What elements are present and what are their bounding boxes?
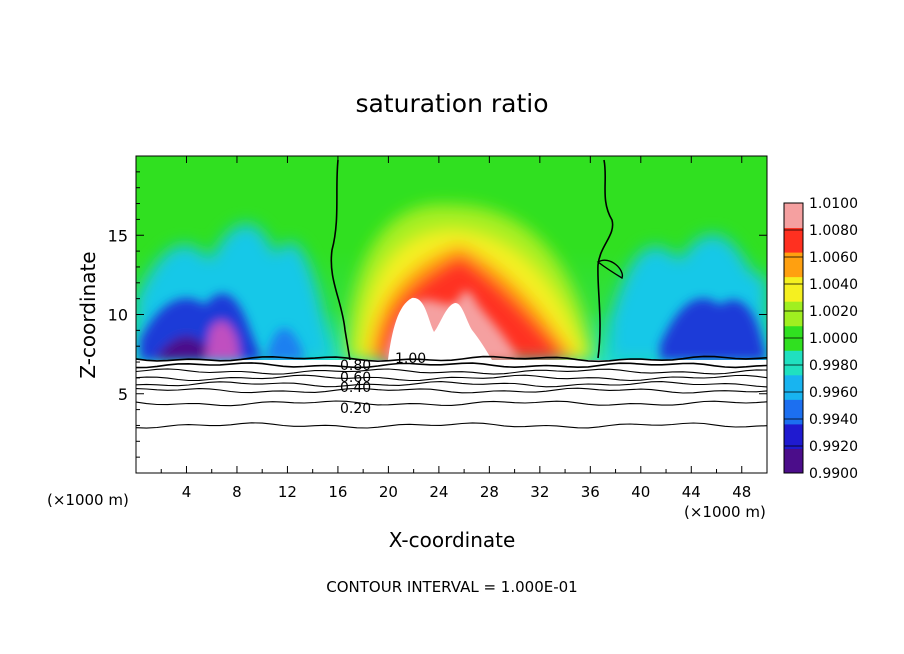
contour-interval-note: CONTOUR INTERVAL = 1.000E-01 [326, 578, 577, 596]
colorbar: 1.0100 1.0080 1.0060 1.0040 1.0020 1.0000 0.99… [783, 196, 858, 482]
y-tick-label: 10 [108, 306, 128, 325]
contour-line [136, 355, 767, 363]
x-tick-label: 24 [429, 483, 448, 501]
colorbar-label: 1.0000 [809, 331, 858, 347]
x-tick-label: 16 [328, 483, 347, 501]
x-tick-label: 44 [682, 483, 701, 501]
x-unit-left: (×1000 m) [47, 491, 129, 509]
colorbar-label: 1.0040 [809, 277, 858, 293]
contour-labels: 1.00 0.80 0.60 0.40 0.20 [340, 351, 426, 417]
contour-line [136, 368, 767, 375]
colorbar-label: 0.9940 [809, 412, 858, 428]
y-axis-label: Z-coordinate [76, 251, 100, 378]
y-axis: 5 10 15 [108, 171, 767, 458]
colorbar-label: 0.9960 [809, 385, 858, 401]
colorbar-swatch [784, 423, 803, 449]
contour-line [136, 422, 767, 429]
x-tick-label: 36 [581, 483, 600, 501]
contour-line [136, 400, 767, 407]
chart-title: saturation ratio [355, 89, 548, 118]
x-unit-right: (×1000 m) [684, 503, 766, 521]
y-tick-label: 15 [108, 226, 128, 245]
colorbar-swatch [784, 203, 803, 229]
contour-line [136, 374, 767, 382]
x-tick-label: 8 [232, 483, 242, 501]
colorbar-label: 1.0020 [809, 304, 858, 320]
colorbar-swatch [784, 350, 803, 376]
contour-label-0-40: 0.40 [340, 380, 371, 396]
colorbar-swatch [784, 252, 803, 278]
colorbar-swatch [784, 276, 803, 302]
contour-label-1-00: 1.00 [395, 351, 426, 367]
contour-line [136, 387, 767, 394]
x-tick-label: 40 [631, 483, 650, 501]
colorbar-swatch [784, 227, 803, 253]
x-tick-label: 32 [530, 483, 549, 501]
colorbar-swatch [784, 448, 803, 474]
x-tick-label: 12 [278, 483, 297, 501]
x-axis: 4 8 12 16 20 24 28 32 36 40 44 48 [160, 156, 751, 501]
colorbar-label: 1.0100 [809, 196, 858, 212]
y-tick-label: 5 [118, 385, 128, 404]
x-tick-label: 48 [732, 483, 751, 501]
colorbar-label: 0.9920 [809, 439, 858, 455]
contour-label-0-60: 0.60 [340, 370, 371, 386]
x-tick-label: 20 [379, 483, 398, 501]
contour-label-0-20: 0.20 [340, 401, 371, 417]
colorbar-label: 1.0080 [809, 223, 858, 239]
colorbar-label: 0.9900 [809, 466, 858, 482]
contour-line [136, 362, 767, 369]
lower-region [136, 360, 767, 473]
x-tick-label: 28 [480, 483, 499, 501]
contour-line [136, 381, 767, 388]
heatmap-field [136, 156, 767, 361]
colorbar-swatch [784, 374, 803, 400]
colorbar-label: 0.9980 [809, 358, 858, 374]
colorbar-label: 1.0060 [809, 250, 858, 266]
contour-lines [136, 355, 767, 429]
x-axis-label: X-coordinate [389, 528, 516, 552]
colorbar-swatch [784, 399, 803, 425]
colorbar-swatch [784, 301, 803, 327]
contour-label-0-80: 0.80 [340, 358, 371, 374]
x-tick-label: 4 [182, 483, 192, 501]
